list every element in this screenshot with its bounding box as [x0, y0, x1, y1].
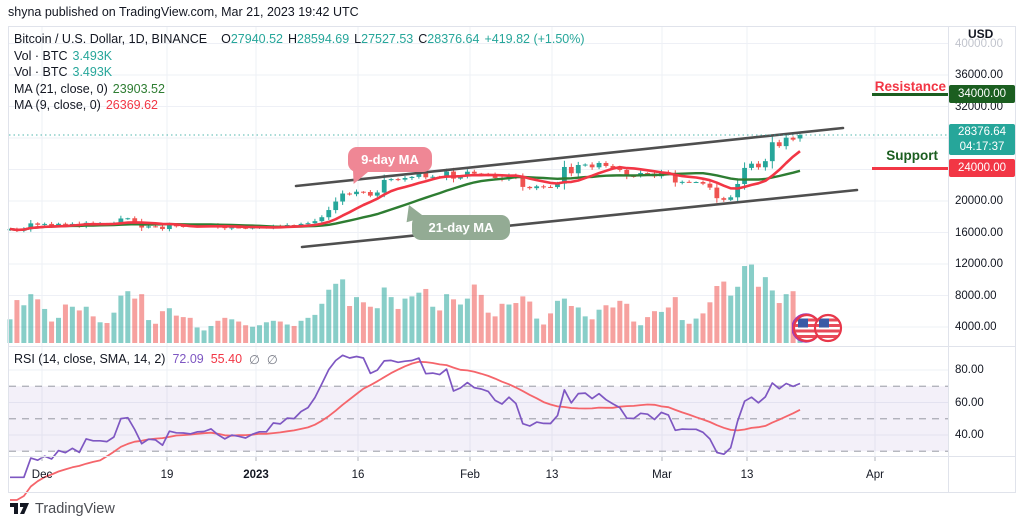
legend-ma21-row[interactable]: MA (21, close, 0) 23903.52: [14, 81, 585, 98]
legend-volume-row-1[interactable]: Vol · BTC 3.493K: [14, 48, 585, 65]
rsi-empty-value-1: ∅: [249, 353, 260, 367]
resistance-label[interactable]: Resistance: [874, 79, 946, 94]
price-tick-label: 32000.00: [955, 100, 1003, 113]
currency-pair-flags-icon: [792, 313, 843, 343]
ma9-callout-text: 9-day MA: [361, 152, 419, 167]
volume-label: Vol · BTC: [14, 48, 68, 63]
low-label: L27527.53: [354, 32, 414, 46]
time-tick-label: 2023: [243, 469, 269, 481]
price-tick-label: 40000.00: [955, 37, 1003, 50]
ma21-label: MA (21, close, 0): [14, 81, 108, 96]
price-tick-label: 16000.00: [955, 226, 1003, 239]
price-tick-label: 36000.00: [955, 69, 1003, 81]
time-axis-separator: [8, 456, 1015, 457]
price-tick-label: 12000.00: [955, 258, 1003, 270]
resistance-line[interactable]: [872, 93, 948, 96]
ma21-callout-bubble[interactable]: 21-day MA: [402, 201, 510, 240]
pane-separator: [8, 346, 1015, 347]
usd-flag-right: [816, 316, 840, 340]
volume-value: 3.493K: [72, 65, 113, 79]
legend-volume-row-2[interactable]: Vol · BTC 3.493K: [14, 64, 585, 81]
ma21-value: 23903.52: [112, 81, 165, 96]
chart-legend: Bitcoin / U.S. Dollar, 1D, BINANCE O2794…: [14, 31, 585, 114]
rsi-tick-label: 60.00: [955, 396, 984, 409]
high-label: H28594.69: [288, 32, 350, 46]
price-tick-label: 4000.00: [955, 321, 997, 333]
rsi-tick-label: 80.00: [955, 364, 984, 376]
current-price-badge: 28376.64 04:17:37: [949, 124, 1015, 155]
widget-right-border: [1015, 26, 1016, 492]
rsi-empty-value-2: ∅: [266, 353, 278, 367]
widget-bottom-border: [8, 492, 1016, 493]
widget-top-border: [8, 26, 1016, 27]
symbol-title: Bitcoin / U.S. Dollar, 1D, BINANCE: [14, 32, 208, 46]
price-tick-label: 8000.00: [955, 289, 997, 302]
change-value: +419.82 (+1.50%): [484, 32, 585, 46]
open-label: O27940.52: [221, 32, 283, 46]
time-tick-label: Mar: [652, 469, 672, 481]
rsi-tick-label: 40.00: [955, 429, 984, 441]
low-value: 27527.53: [361, 32, 414, 46]
ma21-callout-tail: [402, 201, 425, 223]
tradingview-logo-icon: [10, 503, 29, 514]
tradingview-logo[interactable]: TradingView: [10, 500, 115, 517]
legend-symbol-row[interactable]: Bitcoin / U.S. Dollar, 1D, BINANCE O2794…: [14, 31, 585, 48]
widget-left-border: [8, 26, 9, 492]
price-axis-currency: USD: [968, 27, 994, 41]
price-tick-label: 20000.00: [955, 195, 1003, 207]
high-value: 28594.69: [297, 32, 350, 46]
legend-ma9-row[interactable]: MA (9, close, 0) 26369.62: [14, 97, 585, 114]
volume-label: Vol · BTC: [14, 65, 68, 79]
close-value: 28376.64: [427, 32, 480, 46]
current-price-value: 28376.64: [958, 126, 1006, 138]
time-tick-label: 19: [160, 469, 174, 481]
support-label[interactable]: Support: [886, 148, 938, 163]
support-line[interactable]: [872, 167, 948, 170]
time-tick-label: 13: [740, 469, 754, 481]
close-label: C28376.64: [418, 32, 480, 46]
rsi-label: RSI (14, close, SMA, 14, 2): [14, 352, 166, 366]
support-price-badge: 24000.00: [949, 159, 1015, 177]
ma9-label: MA (9, close, 0): [14, 98, 101, 112]
resistance-price-badge: 34000.00: [949, 85, 1015, 103]
rsi-legend-row[interactable]: RSI (14, close, SMA, 14, 2) 72.09 55.40 …: [14, 352, 278, 367]
rsi-signal-value: 55.40: [210, 352, 243, 366]
tradingview-logo-text: TradingView: [35, 500, 115, 517]
ma21-callout-text: 21-day MA: [428, 220, 494, 235]
rsi-value: 72.09: [172, 352, 204, 366]
ma9-callout-bubble[interactable]: 9-day MA: [347, 147, 432, 188]
time-tick-label: Apr: [866, 469, 884, 481]
time-tick-label: Feb: [460, 469, 480, 481]
attribution-text: shyna published on TradingView.com, Mar …: [8, 5, 359, 19]
time-tick-label: 16: [351, 469, 365, 481]
volume-value: 3.493K: [72, 48, 113, 63]
open-value: 27940.52: [230, 32, 283, 46]
bar-countdown: 04:17:37: [959, 141, 1005, 153]
ma9-value: 26369.62: [105, 98, 158, 112]
price-axis-separator[interactable]: [948, 26, 949, 492]
time-tick-label: 13: [545, 469, 559, 481]
time-tick-label: Dec: [31, 469, 53, 481]
